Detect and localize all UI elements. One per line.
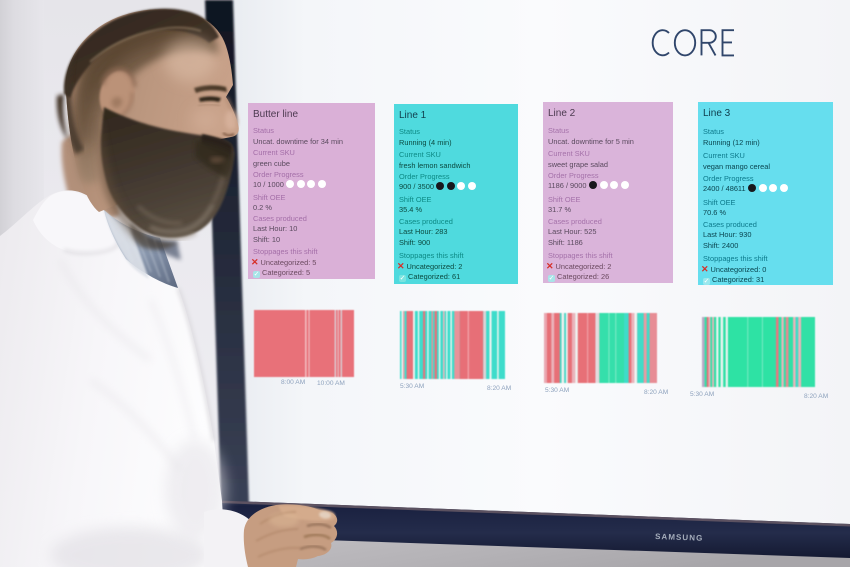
svg-text:SAMSUNG: SAMSUNG [655,532,704,543]
